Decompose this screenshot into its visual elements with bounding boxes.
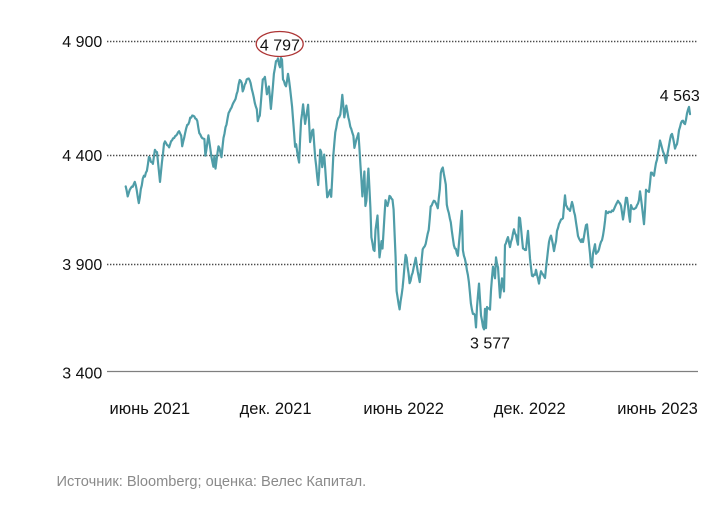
svg-text:3 577: 3 577 [470, 336, 510, 353]
svg-text:4 900: 4 900 [62, 34, 102, 51]
svg-text:дек. 2022: дек. 2022 [494, 400, 566, 418]
svg-text:дек. 2021: дек. 2021 [240, 400, 312, 418]
svg-text:июнь 2023: июнь 2023 [617, 400, 698, 418]
svg-text:июнь 2022: июнь 2022 [363, 400, 444, 418]
svg-text:4 797: 4 797 [260, 38, 300, 55]
svg-text:3 400: 3 400 [62, 365, 102, 382]
svg-text:3 900: 3 900 [62, 257, 102, 274]
svg-text:4 563: 4 563 [660, 88, 700, 105]
svg-text:4 400: 4 400 [62, 148, 102, 165]
svg-text:июнь 2021: июнь 2021 [110, 400, 191, 418]
svg-text:Источник: Bloomberg; оценка: В: Источник: Bloomberg; оценка: Велес Капит… [57, 474, 367, 490]
